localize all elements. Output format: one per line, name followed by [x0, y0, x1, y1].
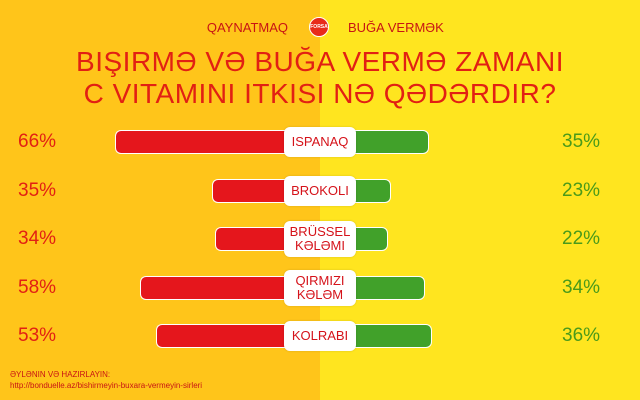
- category-label-kolrabi: KOLRABI: [284, 321, 356, 351]
- value-boiling-brokoli: 35%: [18, 179, 57, 201]
- category-text: BRÜSSEL KƏLƏMI: [289, 224, 351, 253]
- title-line-2: C VITAMINI ITKISI NƏ QƏDƏRDIR?: [83, 78, 557, 109]
- value-steaming-brokoli: 23%: [562, 179, 601, 201]
- legend-boiling: QAYNATMAQ: [206, 20, 288, 35]
- value-boiling-qirmizi-kələm: 58%: [18, 276, 57, 298]
- title-line-1: BIŞIRMƏ VƏ BUĞA VERMƏ ZAMANI: [76, 46, 564, 77]
- value-steaming-brüssel-kələmi: 22%: [562, 228, 601, 249]
- value-steaming-ispanaq: 35%: [562, 131, 601, 152]
- value-steaming-kolrabi: 36%: [562, 325, 601, 346]
- brand-badge-icon: FORSA: [309, 17, 329, 37]
- category-text: QIRMIZI KƏLƏM: [295, 272, 345, 302]
- value-boiling-brüssel-kələmi: 34%: [18, 228, 57, 249]
- chart-title: BIŞIRMƏ VƏ BUĞA VERMƏ ZAMANI C VITAMINI …: [0, 46, 640, 110]
- footer-link[interactable]: http://bonduelle.az/bishirmeyin-buxara-v…: [10, 381, 203, 390]
- category-label-qirmizi-kələm: QIRMIZI KƏLƏM: [284, 269, 356, 306]
- value-boiling-ispanaq: 66%: [18, 131, 57, 152]
- footer-label: ƏYLƏNIN VƏ HAZIRLAYIN:: [10, 370, 111, 379]
- footer: ƏYLƏNIN VƏ HAZIRLAYIN: http://bonduelle.…: [10, 369, 202, 391]
- category-label-brüssel-kələmi: BRÜSSEL KƏLƏMI: [284, 221, 356, 257]
- category-label-ispanaq: ISPANAQ: [284, 127, 356, 157]
- legend-steaming: BUĞA VERMƏK: [348, 20, 444, 35]
- value-steaming-qirmizi-kələm: 34%: [562, 276, 601, 298]
- value-boiling-kolrabi: 53%: [18, 325, 57, 346]
- category-label-brokoli: BROKOLI: [284, 175, 356, 206]
